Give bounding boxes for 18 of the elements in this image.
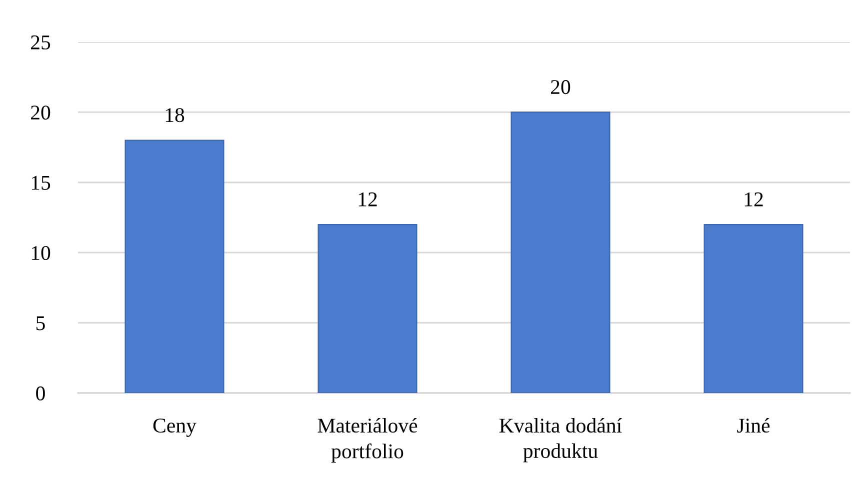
- data-label: 12: [358, 192, 377, 206]
- bar: [704, 224, 804, 393]
- x-tick-label: Materiálové portfolio: [318, 418, 418, 463]
- x-tick-label: Ceny: [153, 418, 196, 437]
- bar: [318, 224, 418, 393]
- bar: [510, 112, 610, 393]
- y-tick-label: 20: [31, 106, 50, 120]
- x-tick-label: Kvalita dodání produktu: [499, 418, 622, 462]
- y-tick-label: 0: [36, 386, 45, 400]
- y-tick-label: 5: [36, 316, 45, 330]
- data-label: 12: [744, 192, 763, 206]
- y-tick-label: 15: [32, 176, 50, 190]
- data-label: 18: [166, 108, 184, 122]
- x-tick-label: Jiné: [737, 418, 770, 433]
- y-tick-label: 10: [32, 246, 50, 260]
- bar: [124, 140, 224, 393]
- data-label: 20: [551, 80, 570, 94]
- y-tick-label: 25: [31, 35, 50, 50]
